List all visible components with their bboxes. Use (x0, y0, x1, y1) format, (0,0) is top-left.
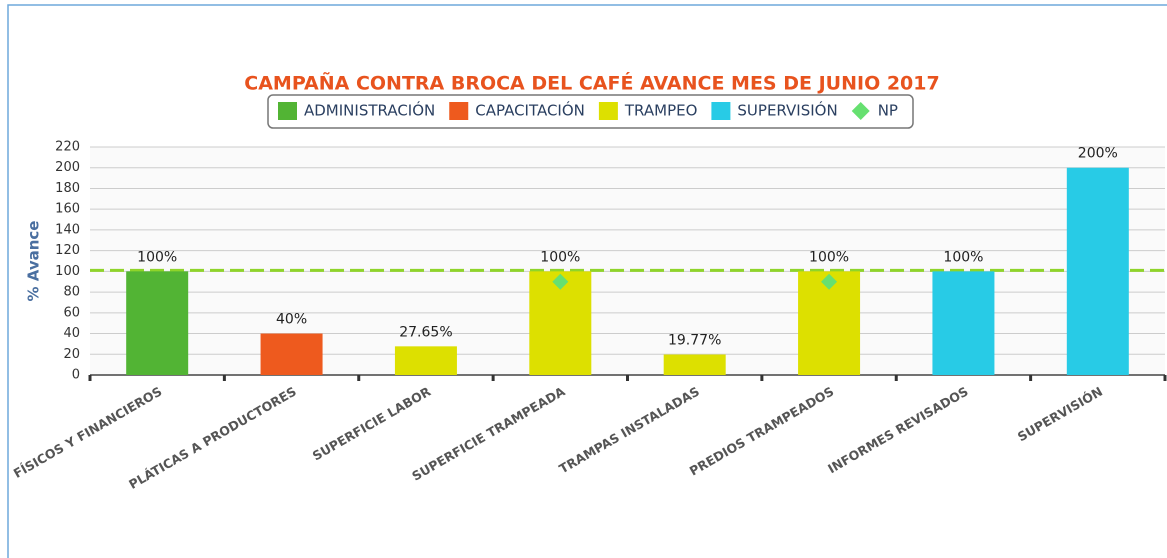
bar (260, 333, 323, 375)
y-tick-label: 100 (55, 264, 80, 279)
plot-background (90, 147, 1165, 375)
x-tick-label: PREDIOS TRAMPEADOS (687, 384, 837, 479)
x-tick-label: TRAMPAS INSTALADAS (556, 384, 702, 477)
y-tick-label: 140 (55, 222, 80, 237)
value-label: 27.65% (399, 324, 452, 340)
bar (932, 271, 995, 375)
legend-label: ADMINISTRACIÓN (304, 101, 435, 120)
value-label: 100% (540, 249, 580, 265)
np-marker (821, 273, 838, 290)
y-tick-label: 20 (63, 347, 80, 362)
y-tick-label: 60 (63, 305, 80, 320)
legend-label: SUPERVISIÓN (737, 101, 837, 120)
legend-box (267, 94, 914, 129)
y-tick-label: 200 (55, 160, 80, 175)
y-tick-label: 220 (55, 140, 80, 155)
x-tick-label: FÍSICOS Y FINANCIEROS (11, 384, 165, 481)
bar (126, 271, 189, 375)
y-tick-label: 0 (72, 368, 80, 383)
legend-marker (851, 102, 870, 120)
value-label: 19.77% (668, 333, 721, 349)
legend-swatch (278, 102, 297, 120)
bar (394, 346, 457, 375)
value-label: 40% (276, 312, 307, 328)
y-tick-label: 40 (63, 326, 80, 341)
y-tick-label: 120 (55, 243, 80, 258)
np-marker (552, 273, 569, 290)
value-label: 100% (137, 249, 177, 265)
y-tick-label: 160 (55, 202, 80, 217)
value-label: 100% (943, 249, 983, 265)
legend-label: NP (878, 102, 898, 120)
legend-swatch (711, 102, 731, 120)
bar (1066, 167, 1129, 375)
x-tick-label: SUPERFICIE LABOR (310, 383, 434, 463)
value-label: 200% (1078, 146, 1118, 162)
bar (663, 354, 726, 375)
chart-title: CAMPAÑA CONTRA BROCA DEL CAFÉ AVANCE MES… (244, 71, 939, 95)
x-tick-label: SUPERFICIE TRAMPEADA (409, 383, 568, 483)
x-tick-label: INFORMES REVISADOS (825, 384, 971, 477)
legend-label: CAPACITACIÓN (475, 101, 585, 120)
y-axis-label: % Avance (25, 221, 43, 302)
x-tick-label: SUPERVISIÓN (1015, 384, 1105, 445)
legend-swatch (449, 102, 469, 120)
y-tick-label: 180 (55, 181, 80, 196)
legend-label: TRAMPEO (624, 102, 698, 120)
value-label: 100% (809, 249, 849, 265)
legend-swatch (598, 102, 618, 120)
frame (7, 4, 1167, 558)
y-tick-label: 80 (63, 285, 80, 300)
